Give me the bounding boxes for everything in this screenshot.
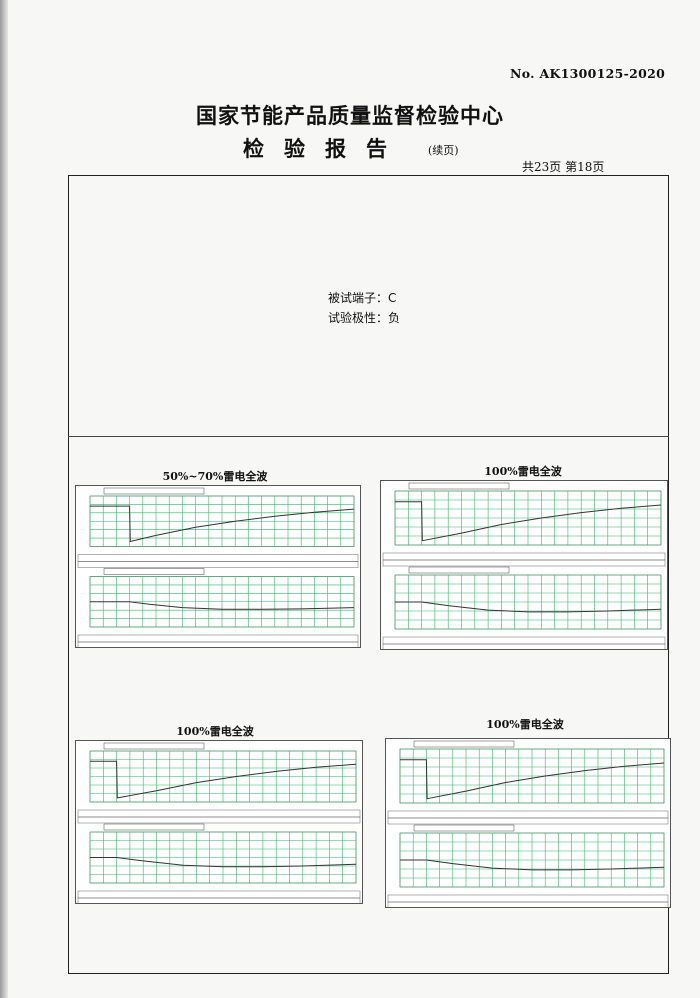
- report-frame: [68, 175, 669, 974]
- chart-title-3: 100%雷电全波: [176, 725, 254, 738]
- scan-edge: [0, 0, 8, 998]
- voltage-trace: [400, 759, 665, 800]
- waveform-panel-4: [385, 738, 671, 908]
- waveform-panel-3: [75, 740, 363, 904]
- current-trace: [395, 601, 662, 613]
- caption-row: [77, 634, 359, 643]
- current-trace: [400, 859, 665, 871]
- caption-row: [387, 817, 669, 825]
- waveform-panel-1: [75, 485, 361, 648]
- waveform-chart: [382, 482, 666, 649]
- waveform-chart: [77, 742, 361, 903]
- waveform-chart: [77, 487, 359, 647]
- waveform-chart: [387, 740, 669, 907]
- chart-title-1: 50%~70%雷电全波: [162, 470, 268, 483]
- channel-label-box: [103, 568, 205, 575]
- channel-label-box: [413, 740, 515, 748]
- page-title: 国家节能产品质量监督检验中心: [196, 104, 504, 128]
- continuation-note: (续页): [428, 144, 459, 157]
- current-trace: [90, 857, 357, 868]
- voltage-trace: [395, 501, 662, 542]
- caption-row: [382, 559, 666, 567]
- channel-label-box: [103, 487, 205, 495]
- caption-row: [77, 641, 359, 647]
- page-count: 共23页 第18页: [522, 160, 605, 174]
- caption-row: [77, 554, 359, 562]
- test-polarity: 试验极性：负: [328, 311, 401, 325]
- waveform-panel-2: [380, 480, 668, 650]
- voltage-trace: [90, 760, 357, 799]
- caption-row: [77, 816, 361, 824]
- caption-row: [382, 643, 666, 649]
- caption-row: [387, 810, 669, 819]
- caption-row: [77, 561, 359, 568]
- channel-label-box: [408, 566, 510, 574]
- chart-title-4: 100%雷电全波: [486, 718, 564, 731]
- channel-label-box: [408, 482, 510, 490]
- chart-title-2: 100%雷电全波: [484, 465, 562, 478]
- channel-label-box: [103, 742, 205, 750]
- caption-row: [77, 897, 361, 903]
- channel-label-box: [103, 823, 205, 831]
- caption-row: [387, 894, 669, 903]
- current-trace: [90, 601, 355, 610]
- caption-row: [382, 636, 666, 645]
- voltage-trace: [90, 505, 355, 543]
- caption-row: [77, 890, 361, 899]
- caption-row: [387, 901, 669, 907]
- test-terminal: 被试端子：C: [328, 291, 397, 305]
- caption-row: [382, 552, 666, 561]
- channel-label-box: [413, 824, 515, 832]
- report-number: No. AK1300125-2020: [510, 66, 666, 81]
- divider: [68, 436, 669, 437]
- caption-row: [77, 809, 361, 818]
- report-subtitle: 检验报告: [243, 137, 407, 161]
